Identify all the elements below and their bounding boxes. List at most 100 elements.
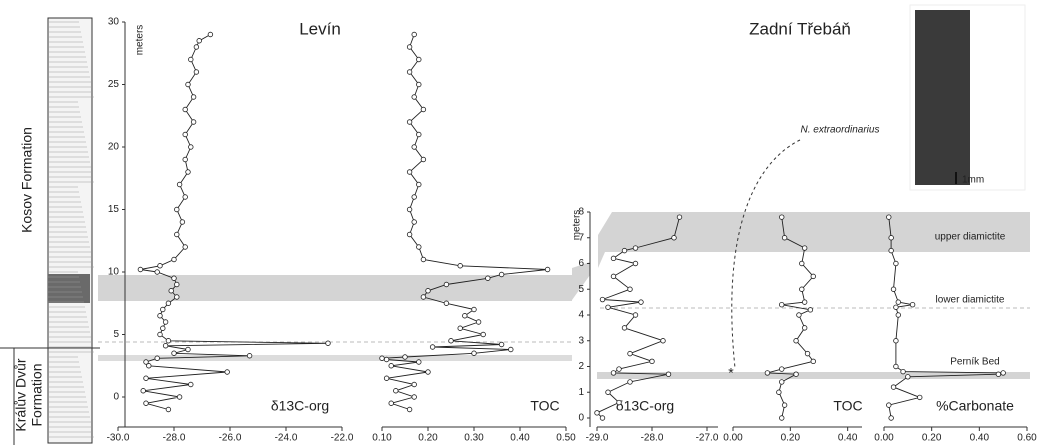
data-point <box>917 394 923 401</box>
x-tick-label: 0.40 <box>970 433 990 444</box>
data-point <box>154 355 160 361</box>
data-line <box>381 34 548 410</box>
data-point <box>174 206 180 213</box>
data-point <box>179 219 186 225</box>
data-point <box>379 355 385 361</box>
x-axis-label: TOC <box>530 398 559 414</box>
data-point <box>799 286 805 292</box>
data-point <box>416 56 422 63</box>
data-point <box>224 369 230 375</box>
data-point <box>508 346 514 353</box>
data-point <box>676 214 683 220</box>
data-point <box>185 346 191 353</box>
data-point <box>185 169 191 175</box>
data-point <box>140 388 146 394</box>
data-point <box>185 81 191 88</box>
data-point <box>599 296 606 303</box>
data-point <box>174 231 180 238</box>
data-point <box>425 369 431 375</box>
data-point <box>171 350 177 356</box>
data-point <box>671 235 677 241</box>
formation-label: Králův Dvůr <box>13 358 29 431</box>
data-point <box>402 354 408 360</box>
y-tick-label: 2 <box>578 361 584 372</box>
data-point <box>888 415 894 421</box>
title: Levín <box>299 19 341 38</box>
diamictite-block <box>48 274 90 303</box>
data-point <box>605 389 611 395</box>
data-point <box>457 263 463 269</box>
x-tick-label: 0.60 <box>1017 433 1037 444</box>
data-point <box>383 375 390 381</box>
data-point <box>995 371 1002 377</box>
band-connector <box>572 262 590 300</box>
data-point <box>190 94 197 100</box>
data-point <box>605 304 611 310</box>
data-point <box>406 69 413 75</box>
y-axis-label: meters <box>135 25 146 56</box>
data-point <box>157 263 163 269</box>
data-point <box>660 338 666 344</box>
y-tick-label: 0 <box>113 392 119 403</box>
x-tick-label: -27.0 <box>696 433 719 444</box>
data-point <box>627 286 633 292</box>
data-point <box>890 384 897 390</box>
y-tick-label: 6 <box>578 258 584 269</box>
data-point <box>649 358 655 365</box>
data-point <box>804 350 811 357</box>
data-point <box>411 194 417 200</box>
data-point <box>182 156 188 163</box>
annotation: N. extraordinarius <box>801 125 880 136</box>
data-point <box>801 245 808 251</box>
x-tick-label: 0.10 <box>372 433 392 444</box>
data-point <box>416 359 422 365</box>
data-point <box>616 366 622 372</box>
data-point <box>793 338 799 344</box>
data-point <box>411 381 417 388</box>
x-tick-label: 0.30 <box>464 433 484 444</box>
data-point <box>616 399 622 406</box>
data-point <box>886 402 892 408</box>
data-point <box>810 273 816 280</box>
data-point <box>182 106 188 113</box>
data-point <box>411 144 417 150</box>
x-tick-label: 0.00 <box>874 433 894 444</box>
pernik-band-right <box>597 372 1030 379</box>
data-point <box>462 313 468 319</box>
data-point <box>420 156 427 163</box>
diamictite-band <box>98 275 572 301</box>
data-point <box>888 247 894 254</box>
data-point <box>416 181 422 188</box>
data-point <box>900 368 906 375</box>
x-tick-label: -24.0 <box>275 433 298 444</box>
data-point <box>793 371 799 377</box>
data-point <box>425 288 431 294</box>
data-point <box>475 319 482 325</box>
x-tick-label: 0.00 <box>723 433 743 444</box>
photo-frame <box>909 4 1026 191</box>
data-point <box>176 181 183 188</box>
data-point <box>188 144 194 150</box>
data-point <box>888 235 894 241</box>
data-point <box>498 341 505 348</box>
y-tick-label: 25 <box>108 79 120 90</box>
data-point <box>411 394 417 400</box>
data-point <box>171 256 177 263</box>
data-point <box>406 231 413 238</box>
data-point <box>182 131 188 138</box>
data-point <box>599 415 606 421</box>
data-point <box>895 299 901 305</box>
data-point <box>416 244 422 250</box>
data-point <box>610 370 617 376</box>
data-point <box>174 281 180 288</box>
data-point <box>796 312 802 318</box>
data-point <box>781 235 788 241</box>
x-tick-label: -30.0 <box>107 433 130 444</box>
x-tick-label: -26.0 <box>219 433 242 444</box>
x-tick-label: 0.50 <box>556 433 576 444</box>
data-point <box>893 338 899 344</box>
data-point <box>193 44 200 50</box>
y-tick-label: 5 <box>113 329 119 340</box>
data-point <box>632 312 639 318</box>
